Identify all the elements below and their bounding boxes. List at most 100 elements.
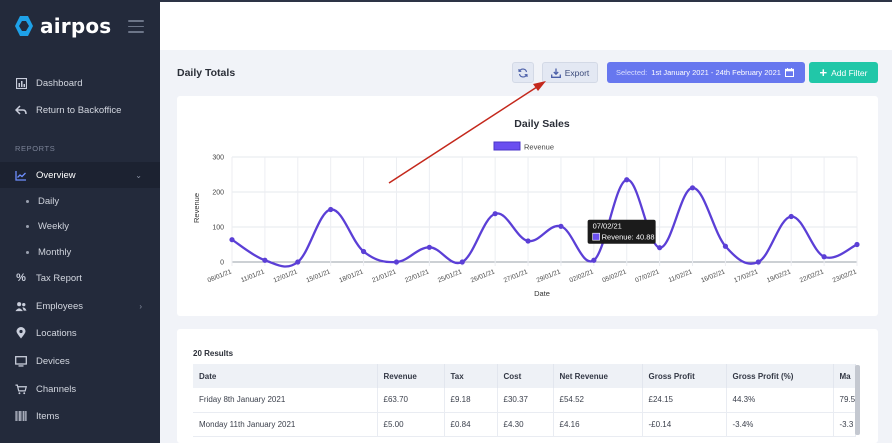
date-range-prefix: Selected: — [616, 68, 648, 77]
sidebar-item-label: Items — [36, 410, 60, 422]
revenue-data-point[interactable] — [295, 259, 301, 265]
table-row[interactable]: Friday 8th January 2021 £63.70 £9.18 £30… — [193, 388, 857, 413]
sidebar-item-return[interactable]: Return to Backoffice — [0, 97, 160, 123]
y-tick-label: 300 — [212, 155, 224, 162]
x-tick-label: 29/01/21 — [536, 268, 562, 284]
revenue-data-point[interactable] — [328, 206, 334, 213]
x-axis-label: Date — [534, 289, 550, 298]
sidebar-item-label: Devices — [36, 355, 70, 367]
revenue-data-point[interactable] — [360, 248, 367, 255]
column-header-cost[interactable]: Cost — [497, 364, 554, 388]
revenue-data-point[interactable] — [459, 259, 465, 265]
revenue-data-point[interactable] — [657, 245, 663, 251]
revenue-data-point[interactable] — [788, 213, 794, 220]
sidebar-subitem-daily[interactable]: Daily — [0, 189, 160, 213]
cell-revenue: £5.00 — [377, 412, 445, 437]
revenue-data-point[interactable] — [591, 257, 597, 263]
revenue-data-point[interactable] — [755, 259, 761, 265]
sidebar-subitem-monthly[interactable]: Monthly — [0, 240, 160, 264]
app-name: airpos — [40, 14, 112, 38]
revenue-data-point[interactable] — [393, 259, 400, 265]
x-tick-label: 11/02/21 — [668, 268, 694, 284]
calendar-icon — [784, 68, 794, 77]
revenue-data-point[interactable] — [426, 244, 432, 250]
location-pin-icon — [15, 327, 27, 339]
revenue-data-point[interactable] — [689, 185, 696, 191]
add-filter-button[interactable]: + Add Filter — [809, 62, 878, 83]
column-header-gross-profit-percent[interactable]: Gross Profit (%) — [726, 364, 834, 388]
revenue-data-point[interactable] — [821, 254, 827, 260]
x-tick-label: 22/01/21 — [404, 268, 430, 284]
cell-date: Friday 8th January 2021 — [193, 388, 378, 413]
y-tick-label: 0 — [220, 260, 224, 267]
x-tick-label: 02/02/21 — [568, 268, 594, 284]
percent-icon: % — [16, 272, 26, 284]
chevron-right-icon: › — [139, 301, 142, 311]
date-range-button[interactable]: Selected: 1st January 2021 - 24th Februa… — [607, 62, 805, 83]
column-header-gross-profit[interactable]: Gross Profit — [642, 364, 727, 388]
revenue-data-point[interactable] — [525, 238, 531, 244]
refresh-button[interactable] — [512, 62, 534, 83]
sidebar-item-employees[interactable]: Employees › — [0, 293, 160, 319]
sidebar-item-tax-report[interactable]: % Tax Report — [0, 265, 160, 291]
legend-label[interactable]: Revenue — [524, 143, 554, 152]
sidebar-subitem-weekly[interactable]: Weekly — [0, 214, 160, 238]
cell-margin: -3.3 — [833, 412, 857, 437]
table-row[interactable]: Monday 11th January 2021 £5.00 £0.84 £4.… — [193, 412, 857, 437]
cell-tax: £0.84 — [444, 412, 498, 437]
column-header-date[interactable]: Date — [193, 364, 378, 388]
bullet-icon — [26, 250, 29, 254]
cart-icon — [15, 383, 27, 395]
sidebar-item-channels[interactable]: Channels — [0, 376, 160, 402]
revenue-data-point[interactable] — [854, 241, 860, 248]
x-tick-label: 26/01/21 — [470, 268, 496, 284]
cell-margin: 79.5 — [833, 388, 857, 413]
revenue-data-point[interactable] — [558, 223, 564, 229]
column-header-revenue[interactable]: Revenue — [377, 364, 445, 388]
sidebar-item-overview[interactable]: Overview ⌄ — [0, 162, 160, 188]
cell-revenue: £63.70 — [377, 388, 445, 413]
column-header-net-revenue[interactable]: Net Revenue — [553, 364, 643, 388]
sidebar-item-dashboard[interactable]: Dashboard — [0, 70, 160, 96]
cell-net-revenue: £4.16 — [553, 412, 643, 437]
sidebar-subitem-label: Monthly — [38, 246, 72, 258]
x-tick-label: 27/01/21 — [503, 268, 529, 284]
y-axis-label: Revenue — [192, 193, 201, 223]
sidebar-item-label: Locations — [36, 327, 77, 339]
export-button[interactable]: Export — [542, 62, 598, 83]
x-tick-label: 07/02/21 — [634, 268, 660, 284]
revenue-data-point[interactable] — [492, 211, 498, 217]
revenue-data-point[interactable] — [229, 237, 235, 243]
table-scrollbar[interactable] — [855, 365, 860, 435]
app-logo[interactable]: airpos — [14, 14, 111, 38]
export-label: Export — [564, 67, 590, 78]
revenue-data-points[interactable] — [229, 177, 860, 265]
results-count: 20 Results — [193, 349, 234, 358]
x-axis-ticks: 08/01/21 11/01/21 12/01/21 15/01/21 18/01/21… — [207, 268, 858, 284]
table-header-row: Date Revenue Tax Cost Net Revenue Gross … — [193, 364, 857, 388]
revenue-data-point[interactable] — [722, 243, 729, 249]
x-tick-label: 15/01/21 — [305, 268, 331, 284]
sidebar-item-label: Return to Backoffice — [36, 104, 122, 116]
column-header-margin[interactable]: Ma — [833, 364, 857, 388]
legend-swatch — [493, 141, 521, 151]
sidebar-item-label: Dashboard — [36, 77, 83, 89]
sidebar-item-items[interactable]: Items — [0, 403, 160, 429]
plus-icon: + — [819, 65, 828, 80]
x-tick-label: 05/02/21 — [601, 268, 627, 284]
bullet-icon — [26, 199, 29, 203]
download-icon — [550, 68, 561, 78]
menu-toggle-icon[interactable] — [128, 20, 144, 37]
sidebar-item-label: Overview — [36, 169, 76, 181]
revenue-data-point[interactable] — [624, 177, 630, 183]
x-tick-label: 17/02/21 — [733, 268, 759, 284]
monitor-icon — [15, 355, 27, 367]
x-tick-label: 18/01/21 — [338, 268, 364, 284]
column-header-tax[interactable]: Tax — [444, 364, 498, 388]
airpos-logo-icon — [14, 15, 34, 37]
revenue-data-point[interactable] — [262, 257, 268, 263]
page-title: Daily Totals — [177, 67, 236, 79]
daily-sales-chart[interactable]: Daily Sales Revenue 0 100 200 300 08/01/21 1… — [177, 96, 878, 316]
sidebar-item-locations[interactable]: Locations — [0, 320, 160, 346]
sidebar-item-devices[interactable]: Devices — [0, 348, 160, 374]
